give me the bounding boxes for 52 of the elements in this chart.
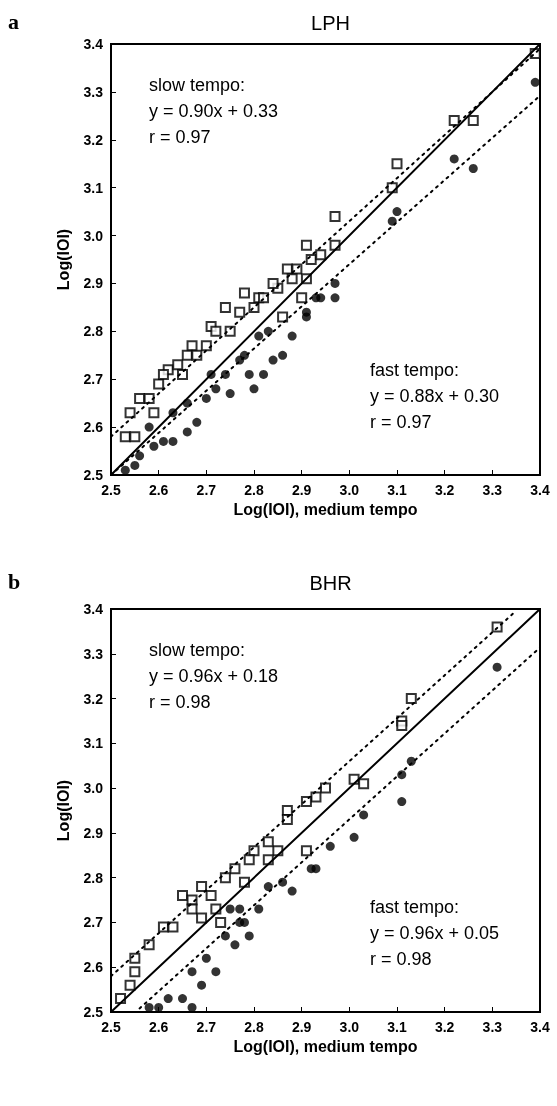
x-tick-label: 3.2 bbox=[434, 1019, 455, 1035]
annotation: fast tempo: y = 0.88x + 0.30 r = 0.97 bbox=[370, 360, 500, 432]
x-tick-label: 3.4 bbox=[530, 1019, 550, 1035]
annotation: slow tempo: y = 0.90x + 0.33 r = 0.97 bbox=[149, 75, 279, 147]
x-tick-label: 2.7 bbox=[196, 482, 217, 498]
y-tick-label: 3.0 bbox=[83, 780, 104, 797]
text: a bbox=[8, 8, 19, 34]
y-axis-title: Log(IOI) bbox=[54, 228, 72, 291]
y-tick-label: 3.2 bbox=[83, 131, 104, 148]
x-tick-label: 2.8 bbox=[244, 1019, 264, 1035]
y-tick-label: 3.3 bbox=[83, 645, 104, 662]
x-axis-title: Log(IOI), medium tempo bbox=[233, 501, 418, 519]
x-tick-label: 3.3 bbox=[482, 482, 503, 498]
x-tick-label: 2.9 bbox=[291, 1019, 312, 1035]
x-tick-label: 2.7 bbox=[196, 1019, 217, 1035]
y-tick-label: 3.4 bbox=[83, 36, 104, 52]
x-tick-label: 3.1 bbox=[387, 482, 407, 498]
y-tick-label: 2.6 bbox=[83, 419, 104, 436]
chart-title: BHR bbox=[309, 572, 352, 594]
y-tick-label: 3.4 bbox=[83, 601, 104, 617]
x-tick-label: 3.0 bbox=[339, 482, 360, 498]
annotation: fast tempo: y = 0.96x + 0.05 r = 0.98 bbox=[370, 897, 500, 969]
y-axis-title: Log(IOI) bbox=[54, 779, 72, 842]
y-tick-label: 2.6 bbox=[83, 959, 104, 976]
x-tick-label: 3.4 bbox=[530, 482, 550, 498]
y-tick-label: 3.0 bbox=[83, 227, 104, 244]
y-tick-label: 2.5 bbox=[83, 467, 104, 483]
x-tick-label: 3.2 bbox=[434, 482, 455, 498]
y-tick-label: 2.7 bbox=[83, 914, 104, 931]
y-tick-label: 3.1 bbox=[83, 179, 104, 196]
x-axis-title: Log(IOI), medium tempo bbox=[233, 1038, 418, 1056]
y-tick-label: 2.9 bbox=[83, 275, 104, 292]
y-tick-label: 2.8 bbox=[83, 869, 104, 886]
x-tick-label: 2.6 bbox=[148, 1019, 169, 1035]
x-tick-label: 3.0 bbox=[339, 1019, 360, 1035]
x-tick-label: 2.9 bbox=[291, 482, 312, 498]
text: b bbox=[8, 568, 21, 594]
x-tick-label: 2.5 bbox=[101, 482, 121, 498]
y-tick-label: 2.5 bbox=[83, 1004, 104, 1020]
x-tick-label: 2.6 bbox=[148, 482, 169, 498]
x-tick-label: 2.5 bbox=[101, 1019, 121, 1035]
y-tick-label: 2.9 bbox=[83, 824, 104, 841]
y-tick-label: 2.8 bbox=[83, 323, 104, 340]
y-tick-label: 3.1 bbox=[83, 735, 104, 752]
y-tick-label: 2.7 bbox=[83, 371, 104, 388]
x-tick-label: 2.8 bbox=[244, 482, 264, 498]
y-tick-label: 3.2 bbox=[83, 690, 104, 707]
x-tick-label: 3.3 bbox=[482, 1019, 503, 1035]
x-tick-label: 3.1 bbox=[387, 1019, 407, 1035]
y-tick-label: 3.3 bbox=[83, 83, 104, 100]
chart-title: LPH bbox=[311, 12, 350, 34]
annotation: slow tempo: y = 0.96x + 0.18 r = 0.98 bbox=[149, 640, 279, 712]
